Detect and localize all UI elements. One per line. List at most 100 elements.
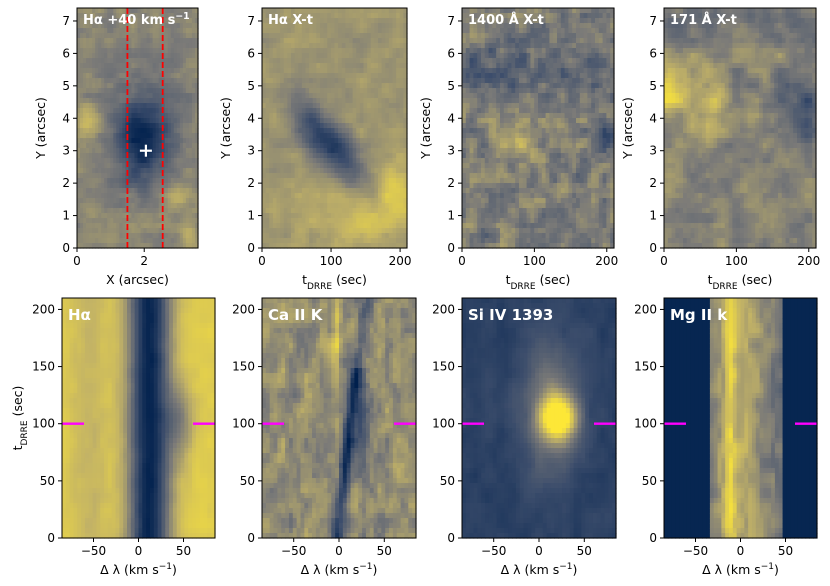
y-tick-label: 4 [447, 111, 455, 125]
y-tick-label: 4 [649, 111, 657, 125]
x-tick-label: 100 [523, 254, 546, 268]
y-tick-label: 4 [62, 111, 70, 125]
y-tick-label: 150 [32, 360, 55, 374]
y-tick-label: 0 [447, 531, 455, 545]
x-tick-label: −50 [281, 544, 306, 558]
y-tick-label: 0 [649, 241, 657, 255]
y-tick-label: 5 [649, 79, 657, 93]
panel-title: Si IV 1393 [468, 306, 553, 324]
heatmap-image [664, 8, 817, 249]
y-tick-label: 6 [247, 46, 255, 60]
y-tick-label: 0 [247, 531, 255, 545]
x-tick-label: 0 [135, 544, 143, 558]
y-tick-label: 100 [32, 417, 55, 431]
y-tick-label: 1 [447, 209, 455, 223]
y-tick-label: 0 [47, 531, 55, 545]
y-tick-label: 150 [634, 360, 657, 374]
y-tick-label: 150 [232, 360, 255, 374]
y-tick-label: 3 [62, 144, 70, 158]
y-tick-label: 4 [247, 111, 255, 125]
panel-title: Hα +40 km s−1 [83, 11, 190, 29]
y-tick-label: 200 [634, 302, 657, 316]
y-tick-label: 2 [247, 176, 255, 190]
y-tick-label: 3 [649, 144, 657, 158]
panel-title: Ca II K [268, 306, 324, 324]
x-tick-label: 50 [577, 544, 592, 558]
y-tick-label: 2 [62, 176, 70, 190]
y-tick-label: 0 [447, 241, 455, 255]
y-tick-label: 0 [649, 531, 657, 545]
x-tick-label: −50 [81, 544, 106, 558]
y-tick-label: 7 [649, 14, 657, 28]
y-tick-label: 50 [642, 474, 657, 488]
y-axis-label: Y (arcsec) [418, 97, 433, 160]
x-tick-label: 50 [377, 544, 392, 558]
x-axis-label: X (arcsec) [106, 272, 169, 287]
panel-title: 171 Å X-t [670, 12, 737, 28]
y-tick-label: 1 [247, 209, 255, 223]
y-axis-label: Y (arcsec) [218, 97, 233, 160]
panel-title: Hα [68, 306, 91, 324]
y-tick-label: 7 [447, 14, 455, 28]
x-axis-label: Δ λ (km s−1) [301, 562, 378, 577]
heatmap-image [262, 8, 408, 249]
x-axis-label: Δ λ (km s−1) [501, 562, 578, 577]
y-tick-label: 50 [40, 474, 55, 488]
x-tick-label: 0 [335, 544, 343, 558]
x-tick-label: 0 [535, 544, 543, 558]
heatmap-image [664, 298, 818, 539]
y-tick-label: 3 [247, 144, 255, 158]
y-tick-label: 0 [247, 241, 255, 255]
x-tick-label: 0 [660, 254, 668, 268]
heatmap-image [462, 8, 615, 249]
heatmap-image [262, 298, 417, 539]
panel-title: Hα X-t [268, 13, 313, 28]
x-axis-label: tDRRE (sec) [506, 272, 571, 292]
y-tick-label: 50 [440, 474, 455, 488]
x-tick-label: 200 [797, 254, 820, 268]
x-tick-label: 2 [140, 254, 148, 268]
x-tick-label: 0 [73, 254, 81, 268]
y-tick-label: 7 [247, 14, 255, 28]
x-tick-label: 100 [725, 254, 748, 268]
y-axis-label: Y (arcsec) [620, 97, 635, 160]
panel-title: Mg II k [670, 306, 728, 324]
y-tick-label: 6 [62, 46, 70, 60]
x-tick-label: 200 [595, 254, 618, 268]
y-tick-label: 100 [432, 417, 455, 431]
x-tick-label: 0 [458, 254, 466, 268]
heatmap-image [462, 298, 617, 539]
x-tick-label: 0 [258, 254, 266, 268]
x-axis-label: Δ λ (km s−1) [702, 562, 779, 577]
y-tick-label: 2 [649, 176, 657, 190]
x-tick-label: 50 [176, 544, 191, 558]
x-axis-label: tDRRE (sec) [302, 272, 367, 292]
y-tick-label: 0 [62, 241, 70, 255]
x-tick-label: 0 [737, 544, 745, 558]
y-tick-label: 200 [432, 302, 455, 316]
y-tick-label: 2 [447, 176, 455, 190]
y-tick-label: 200 [232, 302, 255, 316]
heatmap-image [77, 8, 199, 249]
x-axis-label: Δ λ (km s−1) [100, 562, 177, 577]
x-tick-label: 200 [389, 254, 412, 268]
x-tick-label: −50 [481, 544, 506, 558]
x-tick-label: −50 [683, 544, 708, 558]
y-tick-label: 200 [32, 302, 55, 316]
y-tick-label: 100 [232, 417, 255, 431]
y-tick-label: 1 [62, 209, 70, 223]
y-tick-label: 5 [247, 79, 255, 93]
x-axis-label: tDRRE (sec) [708, 272, 773, 292]
y-tick-label: 7 [62, 14, 70, 28]
x-tick-label: 50 [778, 544, 793, 558]
y-tick-label: 5 [447, 79, 455, 93]
y-tick-label: 6 [447, 46, 455, 60]
y-axis-label: Y (arcsec) [33, 97, 48, 160]
